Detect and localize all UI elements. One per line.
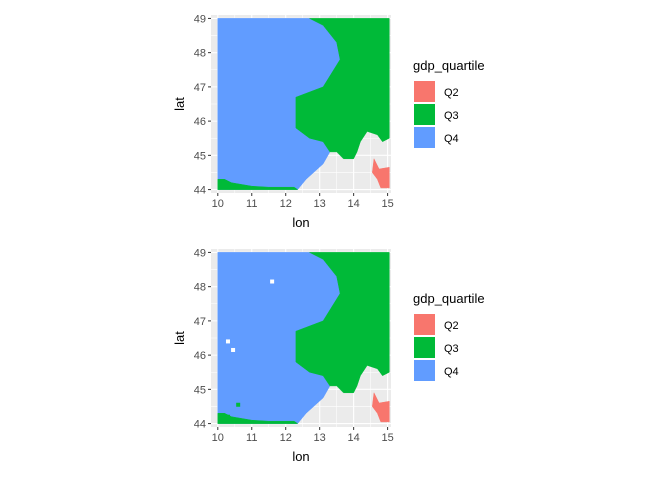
y-tick-label: 44: [194, 185, 206, 197]
legend-key-q3: [414, 337, 435, 358]
x-axis-title: lon: [292, 449, 309, 464]
legend-label-q3: Q3: [444, 110, 459, 122]
tile-region-q3: [295, 18, 390, 160]
tile-region-q2: [372, 391, 390, 423]
legend-key-q2: [414, 314, 435, 335]
x-tick-label: 11: [246, 432, 257, 444]
x-tick-label: 14: [348, 198, 360, 210]
y-tick-label: 48: [194, 48, 206, 60]
x-tick-label: 10: [212, 198, 224, 210]
x-tick-label: 14: [348, 432, 360, 444]
y-tick-label: 46: [194, 350, 206, 362]
y-tick-label: 46: [194, 116, 206, 128]
tile-region-q3: [217, 179, 299, 190]
legend-key-q4: [414, 360, 435, 381]
tile-cell: [236, 402, 241, 407]
tiles: [217, 18, 390, 190]
y-tick-label: 47: [194, 82, 206, 94]
legend-label-q3: Q3: [444, 343, 459, 355]
tile-cell: [231, 347, 236, 352]
x-tick-label: 15: [381, 432, 393, 444]
legend-key-q3: [414, 104, 435, 125]
legend-label-q2: Q2: [444, 320, 459, 332]
y-tick-label: 45: [194, 150, 206, 162]
x-axis-title: lon: [292, 215, 309, 230]
y-tick-label: 45: [194, 384, 206, 396]
tile-region-q3: [217, 413, 299, 424]
x-tick-label: 15: [381, 198, 393, 210]
x-tick-label: 12: [280, 198, 292, 210]
tile-cell: [225, 339, 230, 344]
x-tick-label: 10: [212, 432, 224, 444]
legend-label-q4: Q4: [444, 133, 459, 145]
y-axis-title: lat: [172, 97, 187, 111]
legend-key-q4: [414, 127, 435, 148]
tile-region-q3: [295, 252, 390, 394]
chart-panel-1: 10 11 12 13 14 15 44 45 46 47 48 49 lon lat gdp_quarti…: [172, 13, 485, 230]
chart-panel-2: 10 11 12 13 14 15 44 45 46 47 48 49 lon lat gdp_quarti…: [172, 247, 485, 464]
legend-title: gdp_quartile: [413, 58, 485, 73]
tiles: [217, 252, 390, 424]
tile-region-q2: [372, 157, 390, 189]
tile-cell: [225, 414, 230, 419]
y-axis-title: lat: [172, 331, 187, 345]
tile-cell: [270, 279, 275, 284]
legend-key-q2: [414, 81, 435, 102]
y-tick-label: 48: [194, 282, 206, 294]
legend: gdp_quartile Q2 Q3 Q4: [413, 291, 485, 381]
y-tick-label: 44: [194, 419, 206, 431]
x-tick-label: 12: [280, 432, 292, 444]
x-tick-label: 13: [314, 432, 326, 444]
legend-label-q4: Q4: [444, 366, 459, 378]
y-tick-label: 47: [194, 316, 206, 328]
x-tick-label: 13: [314, 198, 326, 210]
y-tick-label: 49: [194, 247, 206, 259]
legend-label-q2: Q2: [444, 87, 459, 99]
x-tick-label: 11: [246, 198, 257, 210]
y-tick-label: 49: [194, 13, 206, 25]
legend-title: gdp_quartile: [413, 291, 485, 306]
legend: gdp_quartile Q2 Q3 Q4: [413, 58, 485, 148]
